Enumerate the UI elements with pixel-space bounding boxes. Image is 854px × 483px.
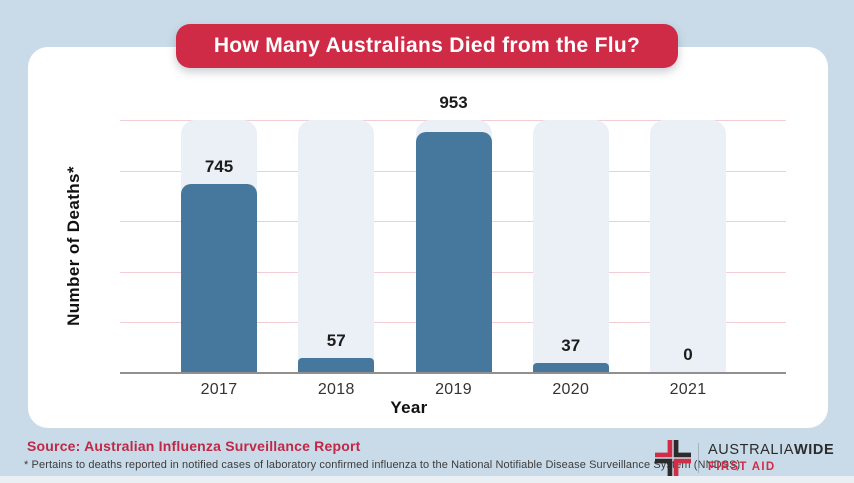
bar-2017 — [181, 184, 257, 372]
chart-title-banner: How Many Australians Died from the Flu? — [176, 24, 678, 68]
x-axis-label: Year — [390, 398, 428, 417]
source-text: Source: Australian Influenza Surveillanc… — [27, 438, 361, 454]
bar-2018 — [298, 358, 375, 372]
brand-subtitle: FIRST AID — [708, 460, 776, 473]
bottom-strip — [0, 476, 854, 483]
x-tick-2018: 2018 — [317, 381, 355, 398]
bar-value-2021: 0 — [683, 345, 693, 364]
chart-card: Number of Deaths* 745 2017 57 2018 953 2019 37… — [28, 47, 828, 428]
chart-title: How Many Australians Died from the Flu? — [213, 34, 641, 57]
x-tick-2019: 2019 — [435, 381, 472, 398]
bar-2020 — [532, 363, 609, 372]
bar-value-2019: 953 — [439, 93, 468, 112]
plot-area: 745 2017 57 2018 953 2019 37 2020 0 2021 — [120, 93, 786, 398]
logo-text: AUSTRALIAWIDE FIRST AID — [708, 442, 835, 473]
bar-value-2017: 745 — [204, 157, 234, 176]
brand-name: AUSTRALIAWIDE — [708, 442, 835, 459]
y-axis-label: Number of Deaths* — [64, 166, 83, 326]
bar-value-2020: 37 — [561, 336, 581, 355]
brand-logo: AUSTRALIAWIDE FIRST AID — [655, 440, 834, 476]
bar-track-2018 — [298, 120, 375, 372]
first-aid-cross-icon — [655, 440, 691, 476]
x-tick-2021: 2021 — [669, 381, 707, 398]
x-axis-line — [120, 372, 786, 374]
bar-track-2020 — [532, 120, 609, 372]
x-tick-2017: 2017 — [200, 381, 238, 398]
bar-2019 — [415, 132, 492, 372]
bar-value-2018: 57 — [326, 331, 346, 350]
footnote-text: * Pertains to deaths reported in notifie… — [24, 459, 741, 471]
logo-divider — [698, 443, 699, 473]
x-tick-2020: 2020 — [552, 381, 590, 398]
bar-track-2021 — [650, 120, 726, 372]
